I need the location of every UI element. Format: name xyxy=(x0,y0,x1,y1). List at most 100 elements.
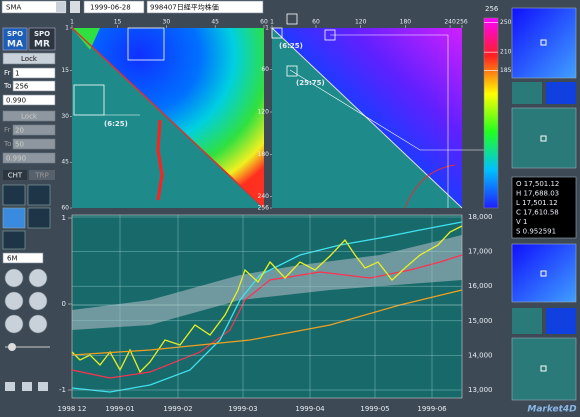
nav-buttons xyxy=(4,268,48,334)
ohlc-line: O 17,501.12 xyxy=(516,180,559,188)
y-tick-label: 18,000 xyxy=(468,213,493,221)
selection-box xyxy=(286,65,298,77)
mode-select[interactable] xyxy=(1,0,67,14)
x-tick-label: 60 xyxy=(312,19,320,26)
settings-icon[interactable] xyxy=(38,382,48,391)
y-tick-label: 15 xyxy=(61,67,69,74)
fr-field[interactable] xyxy=(12,124,56,136)
annotation: (6:25) xyxy=(104,120,128,128)
x-tick-label: 240 xyxy=(444,19,456,26)
heatmap-patch xyxy=(72,28,100,50)
preview-tile[interactable] xyxy=(546,308,576,334)
lock-button[interactable] xyxy=(2,110,56,122)
to-label: To xyxy=(3,140,11,148)
to-field[interactable] xyxy=(12,80,56,92)
mode-button[interactable] xyxy=(28,27,56,51)
period-select[interactable] xyxy=(2,252,44,264)
tool-buttons xyxy=(2,184,51,250)
line-orange xyxy=(71,289,463,356)
ratio-field[interactable] xyxy=(2,152,56,164)
to-value: 50 xyxy=(15,141,24,149)
preview-tile[interactable] xyxy=(512,308,542,334)
mode-label: SPO xyxy=(34,30,50,38)
y-tick-label: 16,000 xyxy=(468,282,493,290)
scale-top-label: 256 xyxy=(485,5,499,13)
nav-button[interactable] xyxy=(4,291,24,311)
x-tick-label: 1999-03 xyxy=(228,405,257,413)
hot-region xyxy=(156,119,164,201)
preview-tile[interactable] xyxy=(511,337,577,401)
ratio-field[interactable] xyxy=(2,94,56,106)
ohlc-box xyxy=(511,176,577,239)
brand: Market4D xyxy=(527,405,577,415)
tab-label: TRP xyxy=(34,172,48,180)
line-red xyxy=(71,254,463,379)
y-tick-label: 14,000 xyxy=(468,351,493,359)
scale-label: 250 xyxy=(500,19,512,26)
mode-label: MA xyxy=(7,40,23,50)
preview-tile[interactable] xyxy=(546,82,576,104)
fr-value: 20 xyxy=(15,127,24,135)
nav-button[interactable] xyxy=(28,291,48,311)
ohlc-line: C 17,610.58 xyxy=(516,209,559,217)
nav-button[interactable] xyxy=(28,314,48,334)
slider-thumb[interactable] xyxy=(8,343,16,351)
selection-box xyxy=(127,27,165,61)
tab[interactable] xyxy=(3,170,27,180)
mode-button[interactable] xyxy=(2,27,28,51)
ohlc-line: V 1 xyxy=(516,218,527,226)
tool-button[interactable] xyxy=(2,184,26,206)
period-value: 6M xyxy=(7,255,18,263)
preview-tile[interactable] xyxy=(511,107,577,169)
fr-value: 1 xyxy=(15,70,19,78)
color-scale xyxy=(483,17,499,209)
tab[interactable] xyxy=(29,170,55,180)
to-field[interactable] xyxy=(12,138,56,150)
selection-box xyxy=(271,27,283,39)
y-tick-label: 45 xyxy=(61,159,69,166)
x-tick-label: 1999-04 xyxy=(295,405,325,413)
ratio-value: 0.990 xyxy=(6,155,26,163)
date-value: 1999-06-28 xyxy=(90,4,131,12)
mode-value: SMA xyxy=(6,4,21,12)
y-tick-label: 120 xyxy=(258,109,270,116)
date-field[interactable] xyxy=(83,0,145,14)
x-tick-label: 45 xyxy=(211,19,219,26)
price-chart xyxy=(71,214,463,399)
tab-label: CHT xyxy=(8,172,23,180)
x-tick-label: 60 xyxy=(260,19,268,26)
tool-button[interactable] xyxy=(2,230,26,250)
lock-label: Lock xyxy=(21,113,38,121)
symbol-value: 998407日経平均株価 xyxy=(150,3,219,12)
x-tick-label: 256 xyxy=(456,19,468,26)
nav-button[interactable] xyxy=(4,314,24,334)
folder-icon[interactable] xyxy=(5,382,15,391)
x-tick-label: 1999-01 xyxy=(105,405,134,413)
tool-button[interactable] xyxy=(27,184,51,206)
lock-button[interactable] xyxy=(2,52,56,65)
preview-tile[interactable] xyxy=(512,82,542,104)
to-value: 256 xyxy=(15,83,29,91)
preview-tile[interactable] xyxy=(511,243,577,303)
preview-tile[interactable] xyxy=(511,7,577,79)
heatmap-small: (6:25) xyxy=(71,27,265,209)
save-icon[interactable] xyxy=(22,382,32,391)
nav-button[interactable] xyxy=(28,268,48,288)
dropdown-arrow[interactable] xyxy=(56,2,65,12)
calendar-icon[interactable] xyxy=(70,1,80,13)
tool-button[interactable] xyxy=(27,207,51,229)
annotation: (6:25) xyxy=(279,42,303,50)
mode-label: SPO xyxy=(7,30,23,38)
y-tick-label: 60 xyxy=(261,66,269,73)
tool-button[interactable] xyxy=(2,207,26,229)
x-tick-label: 1999-06 xyxy=(417,405,447,413)
y-tick-label: 30 xyxy=(61,113,69,120)
x-tick-label: 15 xyxy=(114,19,122,26)
ohlc-line: S 0.952591 xyxy=(516,228,556,236)
fr-field[interactable] xyxy=(12,67,56,79)
y-tick-label: 240 xyxy=(258,193,270,200)
symbol-field[interactable] xyxy=(146,0,264,14)
nav-button[interactable] xyxy=(4,268,24,288)
x-tick-label: 180 xyxy=(400,19,412,26)
